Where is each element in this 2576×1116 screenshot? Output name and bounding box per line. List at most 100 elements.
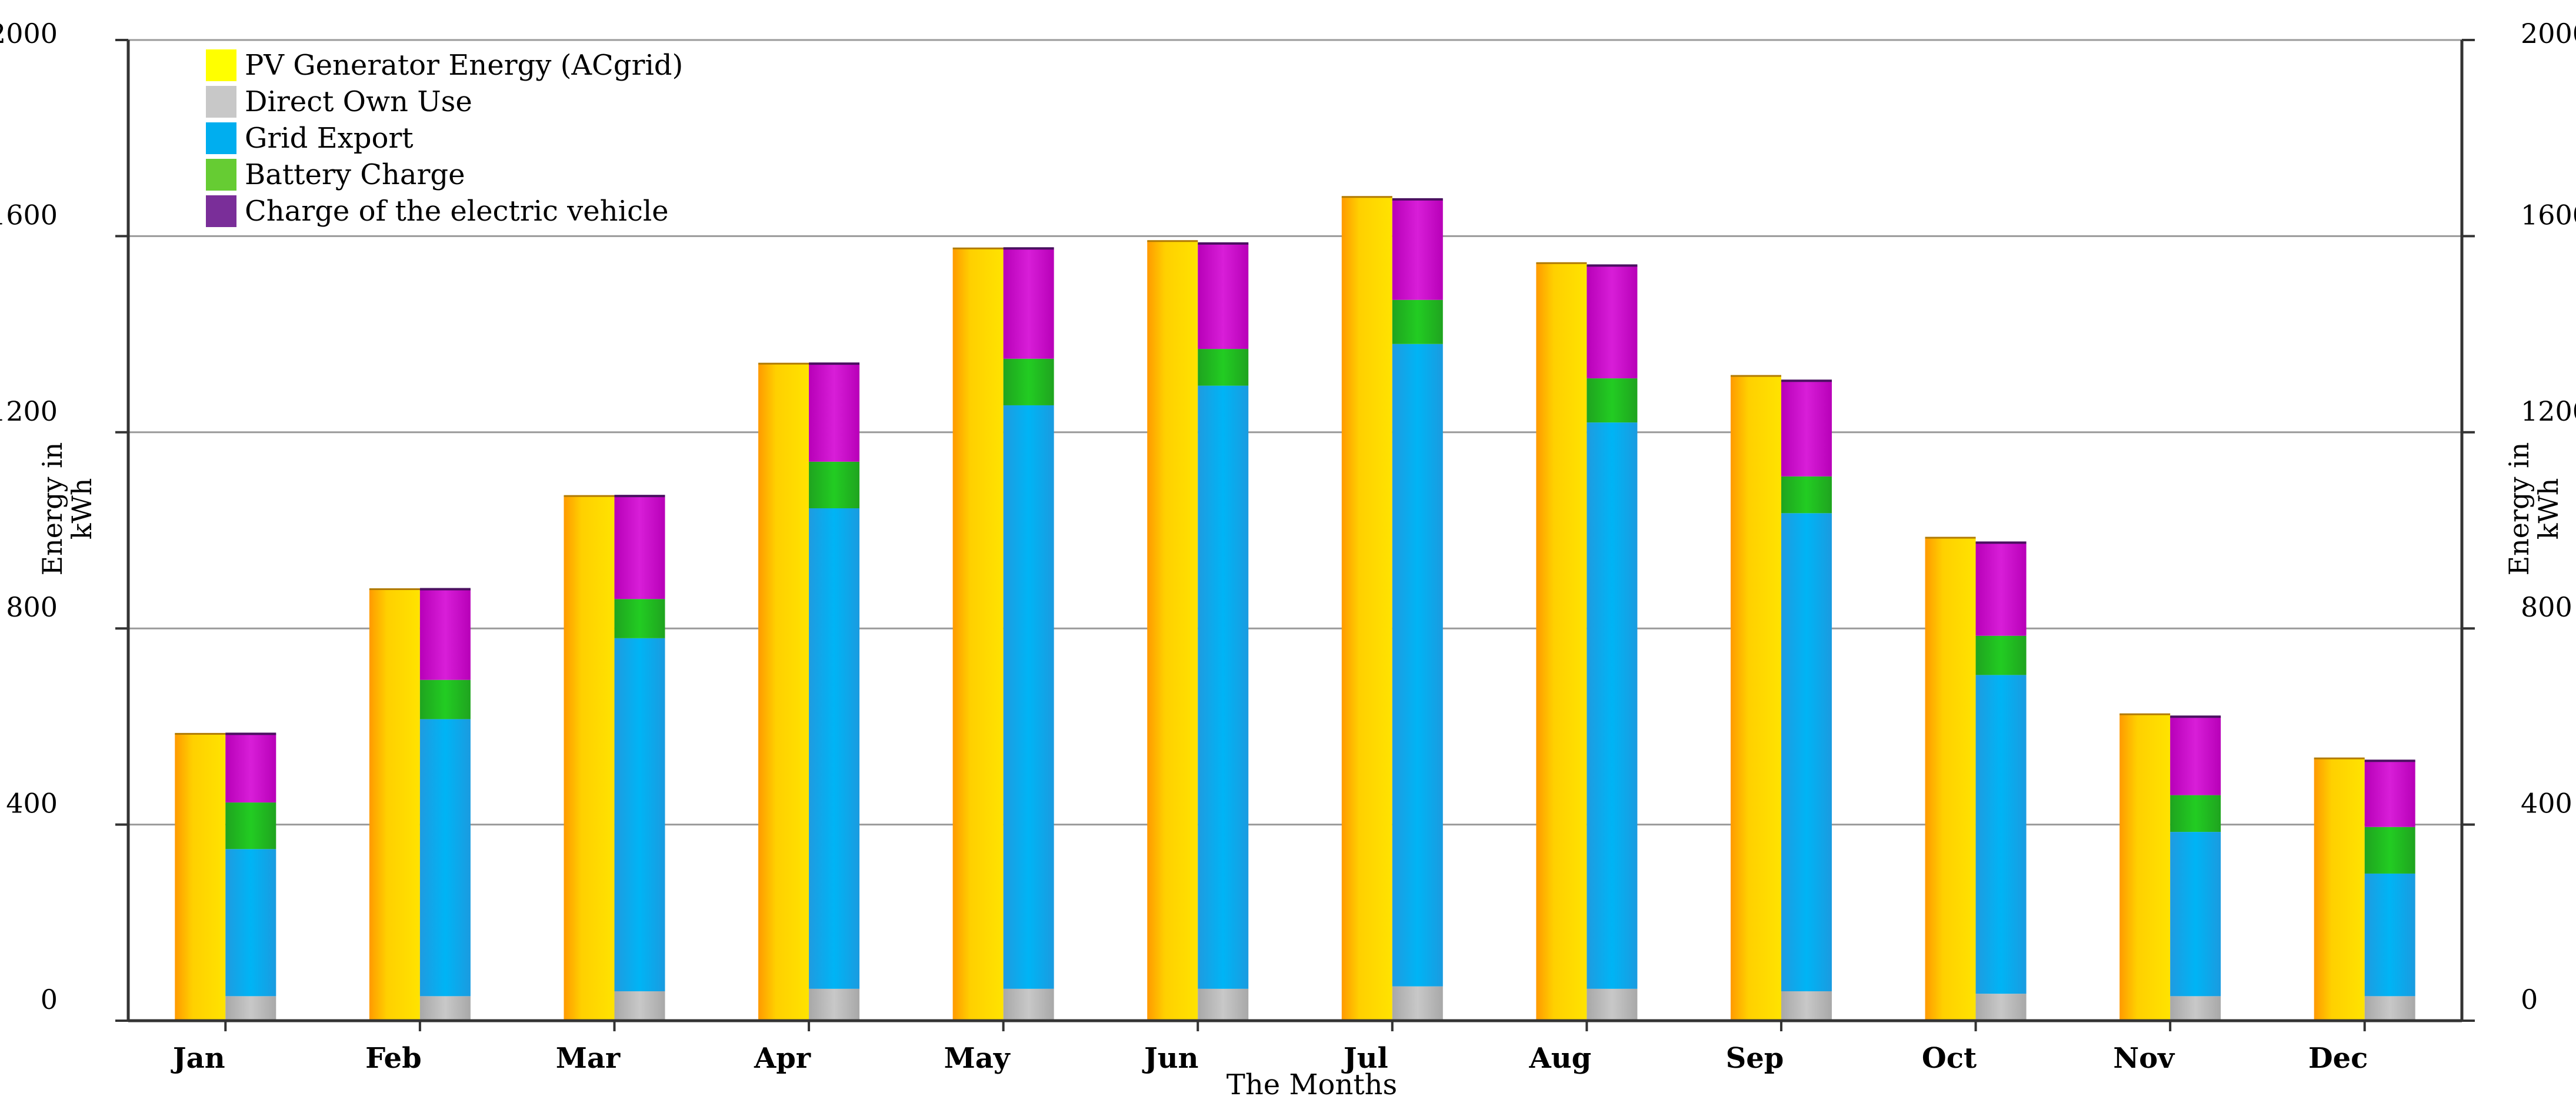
x-tick-label: Jun xyxy=(1142,1042,1199,1075)
legend-swatch-ev-charge xyxy=(206,195,236,227)
y-tick-label-right: 400 xyxy=(2521,788,2572,819)
bar-battery-charge xyxy=(809,461,860,508)
bar-battery-charge xyxy=(419,679,471,719)
bar-pv xyxy=(952,248,1004,1021)
gridlines xyxy=(128,39,2462,826)
legend-swatch-grid-export xyxy=(206,122,236,154)
legend-item-ev-charge: Charge of the electric vehicle xyxy=(206,193,683,229)
bar-grid-export xyxy=(2170,832,2221,997)
bar-direct-own-use xyxy=(419,996,471,1021)
bar-grid-export xyxy=(2364,873,2415,997)
legend-item-grid-export: Grid Export xyxy=(206,120,683,156)
bar-grid-export xyxy=(1198,385,1249,989)
bar-pv xyxy=(758,364,809,1021)
bar-grid-export xyxy=(1975,675,2027,994)
legend-item-pv: PV Generator Energy (ACgrid) xyxy=(206,47,683,84)
x-tick-label: Feb xyxy=(365,1042,422,1075)
legend-label-ev-charge: Charge of the electric vehicle xyxy=(245,195,669,228)
bar-ev-charge xyxy=(614,496,665,599)
bar-direct-own-use xyxy=(1198,988,1249,1021)
legend-label-grid-export: Grid Export xyxy=(245,122,414,155)
bar-pv xyxy=(1925,538,1976,1021)
x-tick-label: Aug xyxy=(1529,1042,1592,1075)
bar-direct-own-use xyxy=(1392,986,1443,1021)
bar-grid-export xyxy=(1003,405,1054,989)
bar-ev-charge xyxy=(1587,265,1638,379)
x-tick-label: Jan xyxy=(171,1042,225,1075)
bar-grid-export xyxy=(419,719,471,997)
bar-pv xyxy=(175,734,226,1021)
x-axis-title: The Months xyxy=(1227,1068,1397,1101)
bar-ev-charge xyxy=(419,589,471,680)
bar-grid-export xyxy=(614,638,665,991)
bar-direct-own-use xyxy=(1587,988,1638,1021)
bar-battery-charge xyxy=(2364,827,2415,874)
bar-ev-charge xyxy=(2170,717,2221,795)
bar-ev-charge xyxy=(1003,248,1054,359)
bar-ev-charge xyxy=(1781,381,1832,477)
bar-battery-charge xyxy=(225,802,276,850)
bar-pv xyxy=(2314,758,2365,1021)
x-tick-label: Mar xyxy=(556,1042,621,1075)
bar-pv xyxy=(369,589,420,1021)
bar-battery-charge xyxy=(1198,349,1249,386)
y-axis-title-right-line2: kWh xyxy=(2532,478,2564,540)
x-tick-label: Apr xyxy=(754,1042,811,1075)
legend-item-direct-own-use: Direct Own Use xyxy=(206,84,683,120)
y-tick-label-left: 400 xyxy=(6,788,58,819)
x-tick-label: Sep xyxy=(1726,1042,1784,1075)
x-tick-label: Nov xyxy=(2113,1042,2175,1075)
bar-ev-charge xyxy=(1975,542,2027,636)
y-tick-label-right: 1200 xyxy=(2521,395,2576,427)
bar-pv xyxy=(1536,263,1587,1021)
bar-direct-own-use xyxy=(1003,988,1054,1021)
bar-ev-charge xyxy=(2364,761,2415,827)
legend: PV Generator Energy (ACgrid) Direct Own … xyxy=(206,47,683,229)
bar-direct-own-use xyxy=(1975,994,2027,1021)
bar-direct-own-use xyxy=(2170,996,2221,1021)
bar-grid-export xyxy=(809,508,860,989)
bar-battery-charge xyxy=(1587,378,1638,423)
legend-label-direct-own-use: Direct Own Use xyxy=(245,85,472,118)
x-tick-label: Jul xyxy=(1341,1042,1388,1075)
bar-grid-export xyxy=(225,849,276,997)
bar-grid-export xyxy=(1587,422,1638,989)
bar-ev-charge xyxy=(225,734,276,803)
bar-pv xyxy=(1341,196,1392,1021)
bar-direct-own-use xyxy=(2364,996,2415,1021)
legend-swatch-pv xyxy=(206,49,236,81)
legend-item-battery-charge: Battery Charge xyxy=(206,156,683,193)
bar-grid-export xyxy=(1781,513,1832,991)
bar-ev-charge xyxy=(1392,199,1443,300)
bar-pv xyxy=(1147,241,1198,1021)
bar-battery-charge xyxy=(1392,299,1443,344)
bar-battery-charge xyxy=(614,599,665,638)
y-tick-label-left: 0 xyxy=(41,984,58,1015)
bar-direct-own-use xyxy=(1781,991,1832,1021)
y-tick-label-right: 0 xyxy=(2521,984,2538,1015)
legend-label-pv: PV Generator Energy (ACgrid) xyxy=(245,49,684,82)
bar-direct-own-use xyxy=(809,988,860,1021)
bars xyxy=(175,196,2415,1021)
y-tick-label-left: 1200 xyxy=(0,395,58,427)
y-axis-title-right-line1: Energy in xyxy=(2503,442,2535,576)
y-tick-label-left: 800 xyxy=(6,591,58,623)
bar-ev-charge xyxy=(809,364,860,462)
legend-label-battery-charge: Battery Charge xyxy=(245,158,465,191)
bar-battery-charge xyxy=(1781,476,1832,514)
y-axis-title-left-line1: Energy in xyxy=(36,442,68,576)
bar-pv xyxy=(564,496,615,1021)
y-tick-label-left: 2000 xyxy=(0,18,58,49)
bar-ev-charge xyxy=(1198,243,1249,349)
bar-battery-charge xyxy=(1003,358,1054,405)
y-tick-label-right: 800 xyxy=(2521,591,2572,623)
x-tick-label: Dec xyxy=(2308,1042,2368,1075)
bar-direct-own-use xyxy=(614,991,665,1021)
axis-labels: The Months Energy in kWh Energy in kWh xyxy=(36,442,2564,1101)
y-tick-label-right: 2000 xyxy=(2521,18,2576,49)
x-tick-label: Oct xyxy=(1922,1042,1977,1075)
